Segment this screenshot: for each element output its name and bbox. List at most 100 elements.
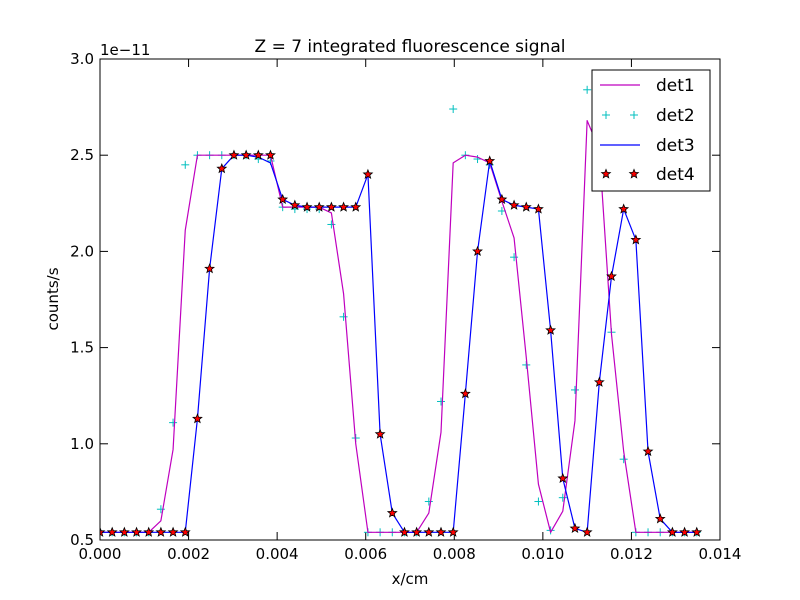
series-det4 [100,149,703,537]
det4-point [484,155,496,166]
det4-point [606,270,617,282]
det4-point [435,526,447,537]
det2-point [181,160,190,169]
det4-point [447,526,459,537]
det4-point [472,245,483,257]
y-tick-label: 3.0 [70,50,94,68]
det4-point [228,149,240,160]
series-det3 [100,154,697,533]
det4-point [581,526,593,537]
legend-entries: det1 det2 det3 det4 [600,76,695,185]
det4-point [155,526,167,537]
y-axis-label: counts/s [44,267,62,330]
det4-point [508,199,520,210]
det4-point [192,413,203,424]
x-tick-label: 0.002 [167,545,210,563]
det4-point [666,526,678,537]
det4-point [642,445,654,457]
x-tick-label: 0.006 [344,545,387,563]
det4-point [411,526,423,537]
det4-point [399,526,410,537]
y-tick-label: 1.0 [70,435,94,453]
y-axis-ticks: 0.5 1.0 1.5 2.0 2.5 3.0 [70,50,720,549]
det2-point [424,497,433,506]
legend-label: det2 [656,106,695,126]
x-tick-label: 0.010 [521,545,564,563]
det4-point [179,526,191,537]
legend-swatch [630,111,638,119]
y-tick-label: 0.5 [70,531,94,549]
det4-point [118,526,130,537]
det4-point [362,168,374,180]
x-tick-label: 0.008 [433,545,476,563]
det4-point [338,201,349,212]
det4-point [459,388,471,399]
legend-swatch [628,168,640,179]
legend-label: det4 [656,165,695,185]
legend-swatch [600,168,612,179]
det4-point [167,526,179,537]
x-tick-label: 0.014 [699,545,742,563]
det4-point [679,526,690,537]
chart-title: Z = 7 integrated fluorescence signal [255,37,566,57]
det2-point [570,385,579,394]
legend-label: det3 [656,136,695,156]
det4-point [593,376,605,387]
y-tick-label: 2.5 [70,146,94,164]
det4-point [240,149,252,160]
det2-point [449,105,458,114]
det4-point [423,526,435,537]
det4-point [204,263,216,274]
legend-entry-det2: det2 [602,106,695,126]
x-axis-ticks: 0.000 0.002 0.004 0.006 0.008 0.010 0.012 0.014 [79,59,742,563]
det4-point [289,199,301,210]
legend-entry-det1: det1 [600,76,695,96]
y-tick-label: 1.5 [70,339,94,357]
legend-label: det1 [656,76,695,96]
x-tick-label: 0.004 [256,545,299,563]
legend-box [591,69,711,192]
det4-point [496,193,508,205]
y-offset-label: 1e−11 [100,41,150,59]
det4-point [618,203,630,214]
legend-entry-det3: det3 [600,136,695,156]
legend: det1 det2 det3 det4 [591,69,711,192]
det4-point [265,149,276,160]
det4-point [106,526,118,537]
det4-point [277,193,289,205]
det2-point [558,493,567,502]
x-tick-label: 0.012 [610,545,653,563]
det2-point [339,312,348,321]
det4-point [533,203,544,214]
det2-point [327,220,336,229]
det2-point [169,418,178,427]
plot-series [100,85,703,537]
x-axis-label: x/cm [392,570,429,588]
det4-point [630,234,642,245]
det4-point [386,507,398,518]
det2-point [619,455,628,464]
legend-entry-det4: det4 [600,165,695,185]
x-tick-label: 0.000 [79,545,122,563]
plot-frame [99,58,721,541]
det2-point [583,85,592,94]
det2-point [156,505,165,514]
legend-swatch [602,111,610,119]
det4-point [374,428,386,439]
det4-point [557,472,569,484]
det4-point [131,526,142,537]
det4-point [252,149,264,160]
det4-point [350,201,362,212]
det4-point [100,526,106,537]
det4-point [313,201,325,212]
det4-point [520,201,532,212]
det2-point [510,253,519,262]
det3-line [100,154,697,533]
det4-point [216,162,228,174]
det4-point [654,513,666,524]
det4-point [691,526,703,537]
det2-point [437,397,445,406]
det4-point [569,522,581,534]
det4-point [325,201,337,212]
